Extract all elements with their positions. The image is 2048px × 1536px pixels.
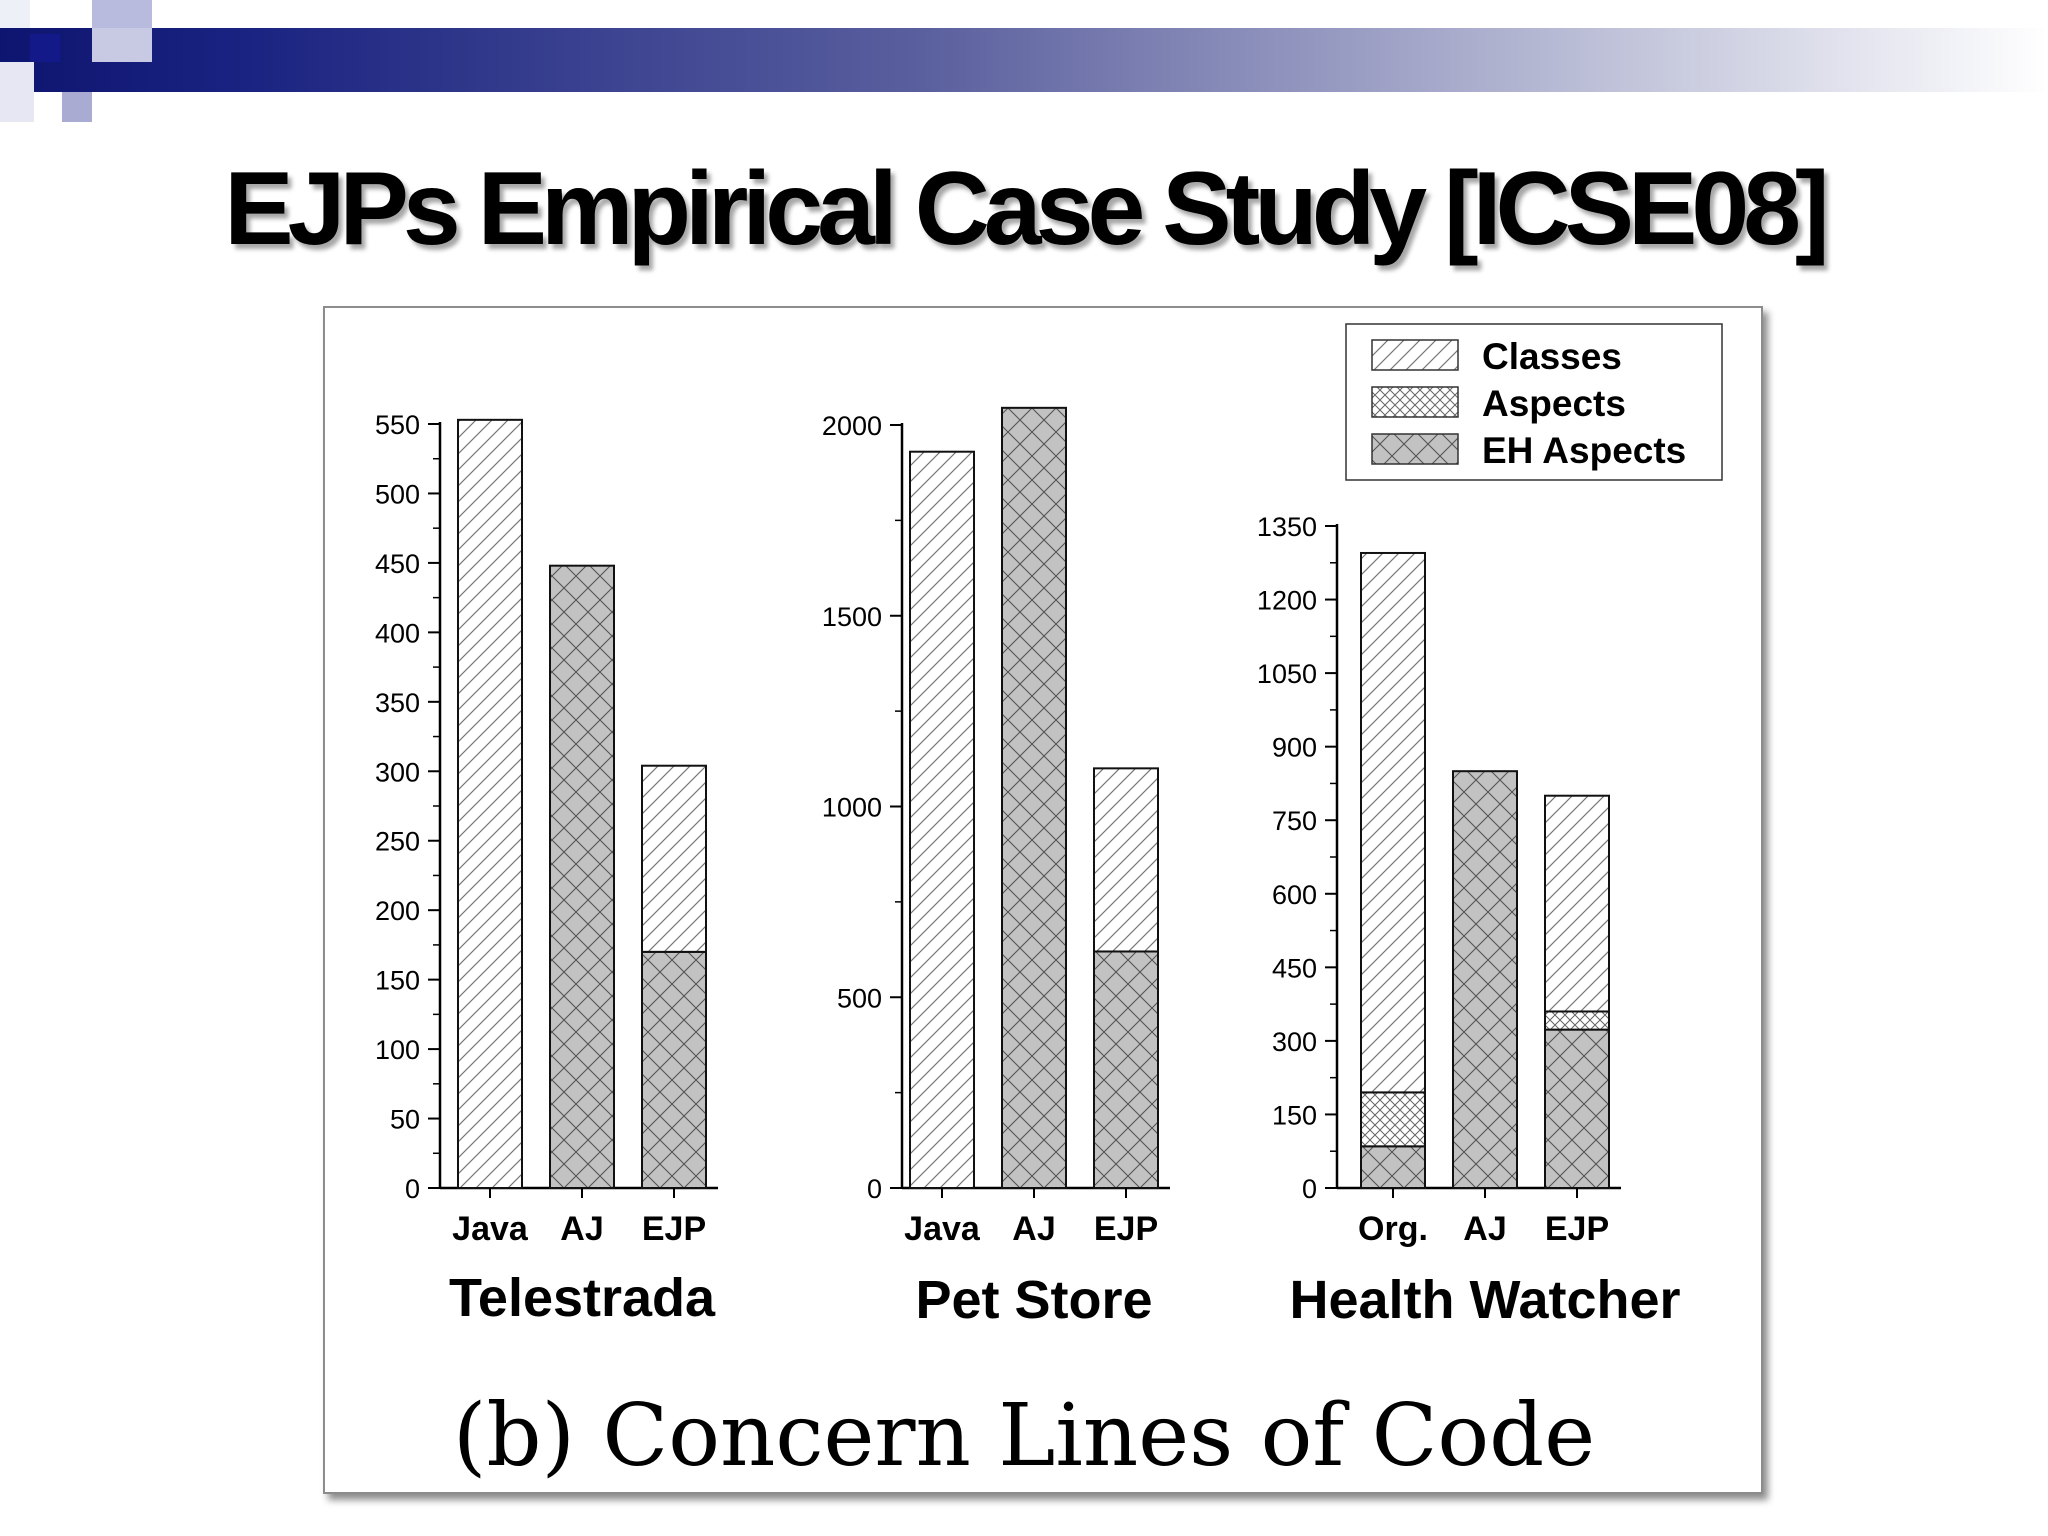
panel-title: Health Watcher: [1289, 1270, 1680, 1330]
header-gradient-bar: [0, 28, 2048, 92]
panel-health-watcher: 0 150 300 450 600 750 900 1050 1200 1350 Org. AJ EJP…: [1257, 512, 1681, 1330]
y-tick-label: 350: [375, 688, 420, 718]
y-tick-label: 150: [375, 966, 420, 996]
logo-square-lavender-left: [0, 62, 34, 122]
x-tick-label: Java: [904, 1210, 981, 1248]
y-tick-label: 450: [1272, 953, 1317, 983]
bar-aspects: [1544, 1010, 1610, 1031]
logo-square-lavender-mid: [92, 28, 152, 62]
y-tick-label: 200: [375, 896, 420, 926]
legend-label-classes: Classes: [1482, 336, 1622, 377]
bar-eh-aspects: [1360, 1145, 1426, 1189]
bar-classes: [1093, 767, 1159, 953]
x-tick-label: AJ: [560, 1210, 603, 1248]
y-tick-label: 750: [1272, 806, 1317, 836]
y-tick-label: 500: [837, 983, 882, 1013]
legend-label-eh-aspects: EH Aspects: [1482, 430, 1686, 471]
bar-classes: [457, 418, 523, 1190]
x-tick-label: EJP: [1545, 1210, 1609, 1248]
y-tick-label: 150: [1272, 1100, 1317, 1130]
panel-title: Pet Store: [915, 1270, 1152, 1330]
y-tick-label: 550: [375, 410, 420, 440]
y-tick-label: 100: [375, 1035, 420, 1065]
bar-eh-aspects: [1093, 950, 1159, 1189]
y-tick-label: 1350: [1257, 512, 1317, 542]
panel-telestrada: 0 50 100 150 200 250 300 350 400 450 500 550 Java AJ E…: [375, 410, 718, 1328]
y-tick-label: 0: [867, 1174, 882, 1204]
bar-eh-aspects: [549, 564, 615, 1189]
y-tick-label: 300: [1272, 1027, 1317, 1057]
bar-classes: [1360, 551, 1426, 1094]
bar-aspects: [1360, 1091, 1426, 1148]
y-tick-label: 2000: [822, 411, 882, 441]
y-tick-label: 0: [405, 1174, 420, 1204]
x-tick-label: EJP: [642, 1210, 706, 1248]
chart-caption: (b) Concern Lines of Code: [452, 1386, 1596, 1486]
legend-label-aspects: Aspects: [1482, 383, 1626, 424]
legend: Classes Aspects EH Aspects: [1345, 323, 1723, 481]
y-tick-label: 0: [1302, 1174, 1317, 1204]
bar-eh-aspects: [1544, 1028, 1610, 1189]
legend-swatch-aspects: [1371, 386, 1459, 418]
bar-classes: [1544, 794, 1610, 1013]
logo-square-white: [0, 0, 30, 28]
bar-classes: [909, 450, 975, 1189]
legend-swatch-eh-aspects: [1371, 433, 1459, 465]
logo-square-navy: [30, 34, 60, 62]
y-tick-label: 450: [375, 549, 420, 579]
y-tick-label: 600: [1272, 880, 1317, 910]
y-tick-label: 1200: [1257, 586, 1317, 616]
x-tick-label: Java: [452, 1210, 529, 1248]
bar-eh-aspects: [1452, 770, 1518, 1189]
x-tick-label: Org.: [1358, 1210, 1428, 1248]
panel-title: Telestrada: [449, 1268, 716, 1328]
y-tick-label: 1500: [822, 602, 882, 632]
panel-pet-store: 0 500 1000 1500 2000 Java AJ EJP Pet Store: [822, 406, 1170, 1330]
y-tick-label: 250: [375, 827, 420, 857]
bar-classes: [641, 764, 707, 953]
y-tick-label: 300: [375, 757, 420, 787]
bar-eh-aspects: [641, 950, 707, 1190]
y-tick-label: 1050: [1257, 659, 1317, 689]
y-tick-label: 1000: [822, 793, 882, 823]
bar-eh-aspects: [1001, 406, 1067, 1189]
page-title: EJPs Empirical Case Study [ICSE08]: [224, 151, 1829, 267]
y-tick-label: 900: [1272, 733, 1317, 763]
legend-swatch-classes: [1371, 339, 1459, 371]
y-tick-label: 50: [390, 1105, 420, 1135]
x-tick-label: AJ: [1012, 1210, 1055, 1248]
logo-square-lavender-bottom: [62, 92, 92, 122]
x-tick-label: EJP: [1094, 1210, 1158, 1248]
y-tick-label: 500: [375, 479, 420, 509]
x-tick-label: AJ: [1463, 1210, 1506, 1248]
y-tick-label: 400: [375, 618, 420, 648]
